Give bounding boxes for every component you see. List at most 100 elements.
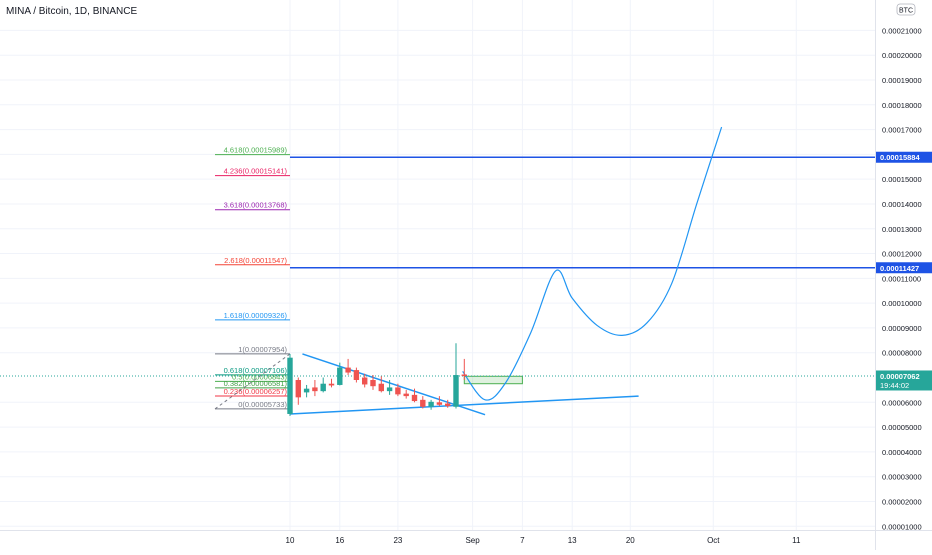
candle bbox=[337, 362, 343, 386]
x-tick-label: 10 bbox=[286, 536, 295, 545]
fib-level-label: 0(0.00005733) bbox=[238, 400, 287, 409]
grid-lines bbox=[0, 0, 875, 530]
price-badge-bg bbox=[876, 262, 932, 274]
candle bbox=[312, 379, 318, 397]
fib-level-label: 0.382(0.00006581) bbox=[224, 379, 288, 388]
y-tick-label: 0.00003000 bbox=[882, 473, 922, 482]
y-tick-label: 0.00015000 bbox=[882, 175, 922, 184]
chart-title: MINA / Bitcoin, 1D, BINANCE bbox=[6, 6, 137, 17]
candle-body bbox=[337, 367, 343, 385]
candle-body bbox=[370, 379, 376, 387]
candle bbox=[420, 396, 426, 409]
candle bbox=[320, 377, 326, 393]
y-tick-label: 0.00008000 bbox=[882, 349, 922, 358]
candle-body bbox=[395, 387, 401, 395]
y-tick-label: 0.00011000 bbox=[882, 274, 921, 283]
candle-body bbox=[345, 367, 351, 373]
y-tick-label: 0.00013000 bbox=[882, 225, 922, 234]
price-badge-time: 19:44:02 bbox=[880, 381, 909, 390]
fib-level-label: 2.618(0.00011547) bbox=[224, 256, 287, 265]
price-badge-bg bbox=[876, 151, 932, 163]
candle-body bbox=[461, 374, 467, 377]
fib-level-label: 4.236(0.00015141) bbox=[224, 167, 288, 176]
candle bbox=[436, 396, 443, 407]
fib-level-label: 3.618(0.00013768) bbox=[224, 201, 288, 210]
candle-body bbox=[362, 377, 368, 385]
candle-body bbox=[312, 387, 318, 392]
fib-level-label: 0.5(0.00006843) bbox=[232, 372, 288, 381]
price-badge: 0.00015884 bbox=[876, 151, 932, 163]
candle-body bbox=[420, 399, 426, 407]
x-tick-label: 13 bbox=[568, 536, 577, 545]
y-tick-label: 0.00021000 bbox=[882, 26, 922, 35]
candle-body bbox=[445, 403, 451, 407]
candle-body bbox=[295, 379, 301, 398]
y-tick-label: 0.00009000 bbox=[882, 324, 922, 333]
x-tick-label: 23 bbox=[393, 536, 402, 545]
candles-layer bbox=[287, 343, 467, 416]
candle-body bbox=[303, 388, 310, 393]
candle-body bbox=[353, 370, 360, 380]
candle-body bbox=[411, 394, 418, 402]
fib-level-label: 0.618(0.00007106) bbox=[224, 366, 288, 375]
y-tick-label: 0.00012000 bbox=[882, 250, 922, 259]
candle-body bbox=[403, 393, 409, 397]
target-zone-box bbox=[463, 375, 523, 385]
currency-badge[interactable]: BTC bbox=[896, 3, 916, 16]
x-tick-label: Oct bbox=[707, 536, 720, 545]
x-tick-label: 7 bbox=[520, 536, 525, 545]
candle-body bbox=[328, 383, 335, 386]
projection-path bbox=[462, 126, 723, 401]
candle bbox=[370, 375, 376, 390]
drawings-layer: 4.618(0.00015989) 4.236(0.00015141) 3.618(… bbox=[0, 126, 875, 416]
candle bbox=[287, 353, 293, 416]
candle-body bbox=[320, 383, 326, 392]
candle bbox=[353, 367, 360, 383]
fib-level-label: 0.236(0.00006257) bbox=[224, 387, 288, 396]
y-tick-label: 0.00010000 bbox=[882, 299, 922, 308]
candle bbox=[395, 383, 401, 397]
y-tick-label: 0.00019000 bbox=[882, 76, 922, 85]
fib-level-label: 1(0.00007954) bbox=[238, 345, 287, 354]
x-tick-label: 11 bbox=[792, 536, 801, 545]
candle bbox=[303, 384, 310, 398]
candle-body bbox=[287, 357, 293, 414]
candle bbox=[411, 388, 418, 403]
candle bbox=[445, 399, 451, 408]
price-axis[interactable]: 0.00021000 0.00020000 0.00019000 0.00018000… bbox=[882, 26, 922, 531]
candle-body bbox=[453, 375, 459, 407]
y-tick-label: 0.00014000 bbox=[882, 200, 922, 209]
candle bbox=[345, 358, 351, 376]
y-tick-label: 0.00020000 bbox=[882, 51, 922, 60]
candle-body bbox=[428, 401, 434, 407]
candle-body bbox=[378, 383, 384, 392]
y-tick-label: 0.00004000 bbox=[882, 448, 922, 457]
y-tick-label: 0.00006000 bbox=[882, 398, 922, 407]
y-tick-label: 0.00017000 bbox=[882, 126, 922, 135]
y-tick-label: 0.00001000 bbox=[882, 522, 922, 531]
x-tick-label: 16 bbox=[335, 536, 344, 545]
candle bbox=[295, 377, 301, 405]
fib-level-label: 1.618(0.00009326) bbox=[224, 311, 288, 320]
y-tick-label: 0.00018000 bbox=[882, 101, 922, 110]
candle bbox=[362, 373, 368, 388]
time-axis[interactable]: 10 16 23 Sep 7 13 20 Oct 11 bbox=[286, 536, 801, 545]
price-badge-value: 0.00011427 bbox=[880, 264, 919, 273]
fib-level-label: 4.618(0.00015989) bbox=[224, 146, 288, 155]
candle-body bbox=[386, 387, 393, 392]
candle bbox=[461, 358, 467, 380]
y-tick-label: 0.00005000 bbox=[882, 423, 922, 432]
x-tick-label: 20 bbox=[626, 536, 635, 545]
currency-badge-label: BTC bbox=[899, 8, 913, 15]
candle bbox=[378, 376, 384, 393]
y-tick-label: 0.00002000 bbox=[882, 497, 922, 506]
price-badge-value: 0.00015884 bbox=[880, 153, 920, 162]
candle-body bbox=[436, 402, 443, 405]
candle bbox=[403, 389, 409, 399]
x-tick-label: Sep bbox=[465, 536, 480, 545]
trendline bbox=[289, 395, 639, 415]
